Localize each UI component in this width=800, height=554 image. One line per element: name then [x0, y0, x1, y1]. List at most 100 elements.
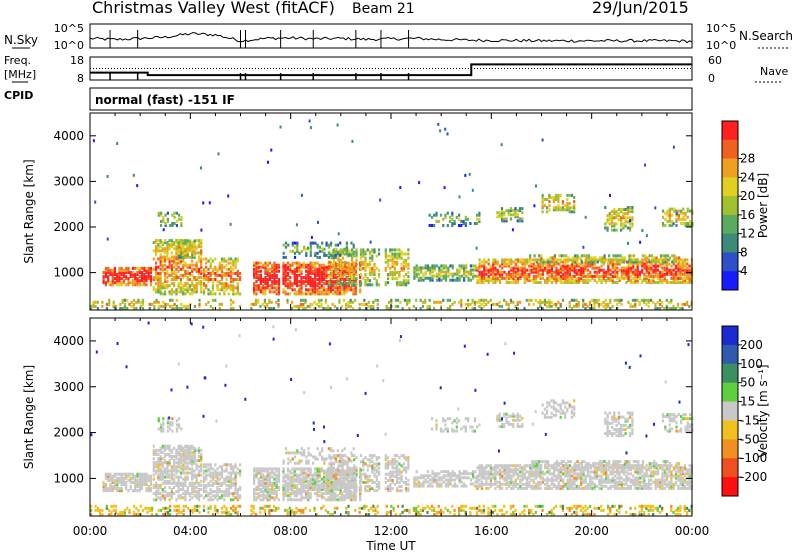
- power-cell: [373, 271, 376, 274]
- power-cell: [541, 196, 544, 199]
- velocity-cell: [262, 492, 265, 496]
- power-cell: [478, 213, 481, 217]
- power-cell: [505, 300, 508, 304]
- power-cell: [398, 271, 401, 274]
- power-cell: [273, 263, 276, 267]
- velocity-cell: [302, 469, 305, 473]
- power-cell: [401, 307, 404, 310]
- velocity-cell: [253, 467, 256, 471]
- power-cell: [674, 272, 678, 276]
- velocity-cell: [216, 467, 219, 471]
- velocity-cell: [179, 446, 182, 450]
- velocity-cell: [316, 471, 319, 475]
- velocity-cell: [347, 475, 351, 479]
- velocity-cell: [234, 471, 237, 475]
- power-cell: [314, 276, 317, 279]
- power-cell: [191, 273, 194, 277]
- velocity-cell: [232, 467, 235, 471]
- power-cell: [407, 262, 410, 266]
- power-cell: [559, 260, 562, 264]
- velocity-cell: [318, 488, 321, 491]
- velocity-cell: [191, 481, 194, 485]
- velocity-cell: [325, 469, 328, 473]
- power-cell: [688, 268, 691, 272]
- power-cell: [570, 193, 573, 197]
- power-cell: [496, 272, 499, 276]
- velocity-cell: [113, 487, 116, 491]
- power-cell: [650, 262, 653, 266]
- velocity-cell: [236, 494, 239, 498]
- power-cell: [597, 304, 601, 308]
- power-cell: [230, 302, 233, 306]
- velocity-cell: [166, 471, 169, 475]
- power-cell: [631, 222, 634, 226]
- power-cell: [516, 276, 520, 280]
- power-cell: [339, 253, 342, 257]
- power-cell: [618, 262, 621, 266]
- power-cell: [162, 217, 165, 221]
- power-cell: [332, 276, 335, 279]
- power-cell: [487, 258, 490, 262]
- power-cell: [557, 272, 560, 276]
- power-cell: [666, 219, 669, 223]
- velocity-cell: [255, 469, 258, 473]
- velocity-cell: [155, 498, 158, 502]
- power-cell: [164, 290, 167, 294]
- power-cell: [323, 276, 326, 279]
- power-cell: [496, 260, 499, 264]
- velocity-cell: [325, 498, 328, 502]
- power-cell: [654, 272, 657, 276]
- power-cell: [641, 264, 644, 268]
- power-cell: [607, 279, 610, 282]
- power-cell: [166, 284, 169, 288]
- power-cell: [614, 274, 617, 278]
- power-cell: [607, 302, 610, 306]
- power-cell: [289, 263, 292, 267]
- power-cell: [636, 274, 639, 278]
- power-cell: [137, 300, 140, 304]
- power-cell: [282, 290, 285, 294]
- velocity-cell: [300, 479, 303, 483]
- power-cell: [566, 281, 569, 284]
- power-cell: [681, 272, 684, 276]
- power-cell: [422, 274, 425, 278]
- power-cell: [262, 280, 265, 284]
- power-cell: [166, 241, 169, 245]
- power-cell: [305, 280, 308, 284]
- power-cell: [654, 268, 657, 272]
- power-cell: [327, 243, 330, 247]
- power-cell: [170, 282, 173, 286]
- power-cell: [255, 265, 258, 269]
- power-cell: [375, 266, 378, 270]
- velocity-cell: [286, 494, 290, 498]
- power-cell: [582, 304, 585, 308]
- power-cell: [541, 210, 544, 214]
- power-cell: [378, 275, 381, 279]
- velocity-cell: [157, 490, 160, 494]
- power-cell: [589, 274, 592, 278]
- power-cell: [277, 298, 280, 302]
- power-cell: [652, 270, 655, 274]
- power-cell: [227, 286, 230, 290]
- power-cell: [516, 307, 519, 310]
- power-cell: [664, 256, 667, 260]
- power-cell: [582, 298, 585, 302]
- power-cell: [555, 262, 558, 266]
- velocity-cell: [188, 481, 191, 485]
- power-cell: [580, 266, 583, 270]
- velocity-cell: [175, 455, 178, 458]
- power-cell: [656, 264, 660, 268]
- power-cell: [309, 304, 312, 308]
- velocity-cell: [197, 455, 201, 458]
- power-cell: [293, 269, 296, 273]
- power-cell: [348, 271, 351, 274]
- velocity-cell: [332, 490, 335, 494]
- power-cell: [264, 261, 267, 265]
- power-cell: [611, 224, 614, 228]
- power-cell: [218, 292, 221, 296]
- power-cell: [164, 304, 167, 308]
- power-cell: [636, 258, 639, 262]
- velocity-cell: [189, 457, 192, 461]
- power-cell: [595, 281, 599, 284]
- velocity-cell: [104, 487, 107, 491]
